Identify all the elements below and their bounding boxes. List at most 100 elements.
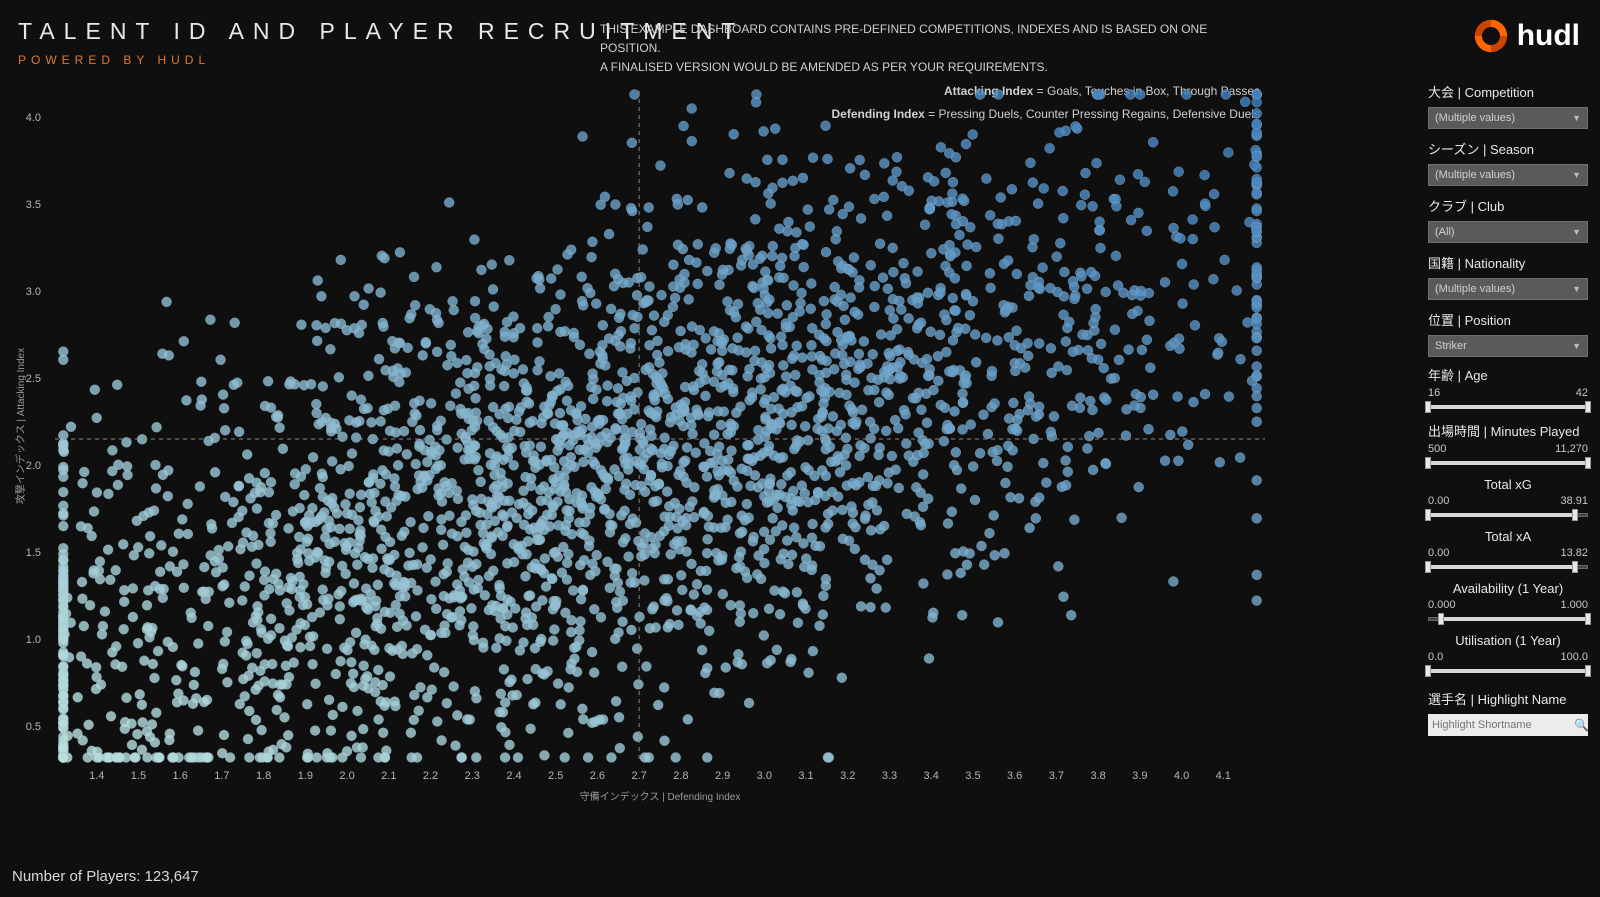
slider-filter: Availability (1 Year) 0.000 1.000 (1428, 581, 1588, 625)
highlight-input-wrap: 🔍 (1428, 714, 1588, 736)
filter-label: 国籍 | Nationality (1428, 253, 1588, 272)
slider-thumb-low[interactable] (1425, 457, 1431, 469)
slider-min: 500 (1428, 443, 1446, 455)
range-slider[interactable] (1428, 457, 1588, 469)
slider-min: 0.0 (1428, 651, 1443, 663)
highlight-label: 選手名 | Highlight Name (1428, 689, 1588, 708)
slider-filter: Total xG 0.00 38.91 (1428, 477, 1588, 521)
slider-thumb-low[interactable] (1425, 401, 1431, 413)
filter-dropdown[interactable]: (Multiple values)▼ (1428, 164, 1588, 186)
svg-text:2.3: 2.3 (465, 770, 480, 782)
slider-min: 16 (1428, 387, 1440, 399)
svg-text:1.6: 1.6 (173, 770, 188, 782)
slider-label: 出場時間 | Minutes Played (1428, 421, 1588, 440)
svg-text:1.4: 1.4 (89, 770, 104, 782)
chevron-down-icon: ▼ (1572, 284, 1581, 294)
svg-text:1.7: 1.7 (214, 770, 229, 782)
filter-dropdown[interactable]: (Multiple values)▼ (1428, 278, 1588, 300)
filter-sidebar: 大会 | Competition (Multiple values)▼ シーズン |… (1428, 78, 1588, 736)
svg-text:3.6: 3.6 (1007, 770, 1022, 782)
slider-thumb-high[interactable] (1585, 457, 1591, 469)
scatter-chart[interactable]: 1.41.51.61.71.81.92.02.12.22.32.42.52.62… (10, 86, 1275, 806)
hudl-logo-icon (1473, 18, 1509, 54)
slider-thumb-high[interactable] (1585, 665, 1591, 677)
player-count: Number of Players: 123,647 (12, 868, 199, 885)
range-slider[interactable] (1428, 561, 1588, 573)
svg-text:1.5: 1.5 (131, 770, 146, 782)
svg-text:3.0: 3.0 (26, 286, 41, 298)
slider-thumb-low[interactable] (1425, 665, 1431, 677)
filter-dropdown[interactable]: (All)▼ (1428, 221, 1588, 243)
svg-text:2.5: 2.5 (548, 770, 563, 782)
svg-text:3.4: 3.4 (924, 770, 939, 782)
slider-label: 年齢 | Age (1428, 365, 1588, 384)
slider-max: 38.91 (1560, 495, 1588, 507)
svg-text:守備インデックス | Defending Index: 守備インデックス | Defending Index (580, 790, 741, 803)
slider-thumb-high[interactable] (1572, 509, 1578, 521)
highlight-input[interactable] (1432, 719, 1574, 731)
chevron-down-icon: ▼ (1572, 227, 1581, 237)
slider-filter: 年齢 | Age 16 42 (1428, 365, 1588, 413)
slider-max: 1.000 (1560, 599, 1588, 611)
svg-text:3.2: 3.2 (840, 770, 855, 782)
slider-max: 42 (1576, 387, 1588, 399)
svg-text:1.9: 1.9 (298, 770, 313, 782)
slider-thumb-high[interactable] (1572, 561, 1578, 573)
svg-text:2.7: 2.7 (631, 770, 646, 782)
slider-label: Availability (1 Year) (1428, 581, 1588, 596)
svg-text:4.0: 4.0 (26, 112, 41, 124)
slider-min: 0.00 (1428, 547, 1449, 559)
filter-label: シーズン | Season (1428, 139, 1588, 158)
svg-text:攻撃インデックス | Attacking Index: 攻撃インデックス | Attacking Index (14, 348, 27, 504)
slider-label: Total xG (1428, 477, 1588, 492)
svg-text:1.8: 1.8 (256, 770, 271, 782)
chevron-down-icon: ▼ (1572, 341, 1581, 351)
svg-text:3.5: 3.5 (965, 770, 980, 782)
slider-label: Total xA (1428, 529, 1588, 544)
svg-text:2.9: 2.9 (715, 770, 730, 782)
svg-text:2.0: 2.0 (339, 770, 354, 782)
slider-max: 100.0 (1560, 651, 1588, 663)
svg-text:2.1: 2.1 (381, 770, 396, 782)
slider-thumb-high[interactable] (1585, 613, 1591, 625)
range-slider[interactable] (1428, 509, 1588, 521)
filter-label: 大会 | Competition (1428, 82, 1588, 101)
range-slider[interactable] (1428, 401, 1588, 413)
slider-max: 13.82 (1560, 547, 1588, 559)
search-icon[interactable]: 🔍 (1574, 718, 1589, 732)
svg-text:2.0: 2.0 (26, 460, 41, 472)
svg-text:2.4: 2.4 (506, 770, 521, 782)
desc-line-2: A FINALISED VERSION WOULD BE AMENDED AS … (600, 58, 1260, 77)
hudl-logo-text: hudl (1517, 19, 1580, 53)
slider-thumb-low[interactable] (1438, 613, 1444, 625)
slider-max: 11,270 (1555, 443, 1588, 455)
slider-filter: Total xA 0.00 13.82 (1428, 529, 1588, 573)
hudl-logo: hudl (1473, 18, 1580, 54)
svg-text:3.1: 3.1 (798, 770, 813, 782)
slider-thumb-low[interactable] (1425, 561, 1431, 573)
svg-text:2.8: 2.8 (673, 770, 688, 782)
filter-dropdown[interactable]: (Multiple values)▼ (1428, 107, 1588, 129)
range-slider[interactable] (1428, 613, 1588, 625)
svg-text:4.1: 4.1 (1216, 770, 1231, 782)
svg-text:3.5: 3.5 (26, 199, 41, 211)
slider-min: 0.00 (1428, 495, 1449, 507)
svg-text:1.0: 1.0 (26, 634, 41, 646)
slider-min: 0.000 (1428, 599, 1456, 611)
range-slider[interactable] (1428, 665, 1588, 677)
slider-filter: 出場時間 | Minutes Played 500 11,270 (1428, 421, 1588, 469)
chevron-down-icon: ▼ (1572, 170, 1581, 180)
svg-text:3.8: 3.8 (1090, 770, 1105, 782)
slider-filter: Utilisation (1 Year) 0.0 100.0 (1428, 633, 1588, 677)
svg-text:4.0: 4.0 (1174, 770, 1189, 782)
chevron-down-icon: ▼ (1572, 113, 1581, 123)
filter-label: 位置 | Position (1428, 310, 1588, 329)
svg-text:3.3: 3.3 (882, 770, 897, 782)
svg-text:3.9: 3.9 (1132, 770, 1147, 782)
svg-text:3.0: 3.0 (757, 770, 772, 782)
slider-thumb-low[interactable] (1425, 509, 1431, 521)
slider-label: Utilisation (1 Year) (1428, 633, 1588, 648)
slider-thumb-high[interactable] (1585, 401, 1591, 413)
svg-text:3.7: 3.7 (1049, 770, 1064, 782)
filter-dropdown[interactable]: Striker▼ (1428, 335, 1588, 357)
